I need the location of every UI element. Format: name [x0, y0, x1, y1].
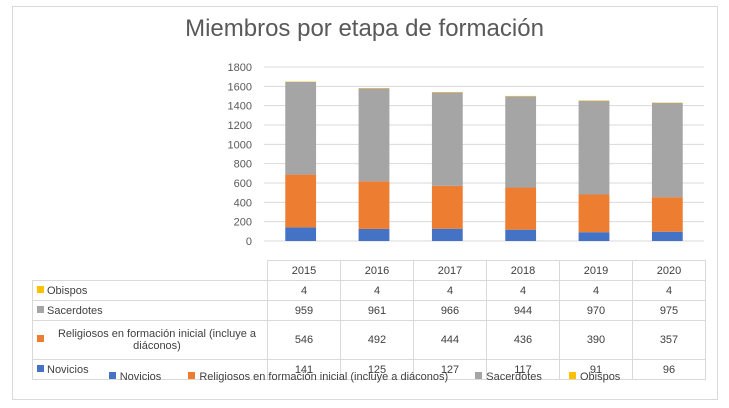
- bar-segment-religiosos: [505, 187, 537, 230]
- table-header-row: 2015 2016 2017 2018 2019 2020: [32, 260, 706, 281]
- table-cell: 4: [413, 280, 487, 301]
- bar-segment-novicios: [431, 228, 463, 241]
- legend-swatch: [188, 372, 196, 379]
- table-cell: 125: [340, 359, 414, 380]
- bar-segment-sacerdotes: [285, 81, 317, 175]
- table-label-text: Religiosos en formación inicial (incluye…: [57, 328, 257, 352]
- table-cell: 117: [486, 359, 560, 380]
- table-cell: 944: [486, 300, 560, 321]
- legend-label: Religiosos en formación inicial (incluye…: [199, 371, 449, 383]
- table-cell: 966: [413, 300, 487, 321]
- sacerdotes-swatch: [37, 305, 44, 313]
- table-row-label: Obispos: [32, 280, 268, 301]
- table-cell: 4: [486, 280, 560, 301]
- data-table: 2015 2016 2017 2018 2019 2020 Obispos 4 …: [32, 260, 706, 380]
- legend-label: Obispos: [579, 371, 621, 383]
- bar-segment-sacerdotes: [358, 88, 390, 182]
- table-cell: 91: [559, 359, 633, 380]
- table-row-sacerdotes: Sacerdotes 959 961 966 944 970 975: [32, 300, 706, 321]
- table-cell: 959: [267, 300, 341, 321]
- legend-label: Novicios: [119, 371, 162, 383]
- legend-label: Sacerdotes: [486, 371, 542, 383]
- table-label-text: Sacerdotes: [47, 304, 103, 317]
- legend-item-sacerdotes: Sacerdotes: [475, 371, 542, 383]
- legend: Novicios Religiosos en formación inicial…: [0, 371, 729, 383]
- bar-segment-religiosos: [285, 174, 317, 228]
- bar-segment-novicios: [578, 232, 610, 241]
- bar-segment-religiosos: [431, 185, 463, 229]
- obispos-swatch: [37, 285, 44, 293]
- table-cell: 546: [267, 320, 341, 360]
- bar-segment-religiosos: [358, 181, 390, 229]
- table-header-year: 2020: [632, 260, 706, 281]
- table-cell: 4: [267, 280, 341, 301]
- legend-item-novicios: Novicios: [108, 371, 162, 383]
- y-tick-label: 1600: [228, 81, 252, 93]
- table-cell: 444: [413, 320, 487, 360]
- table-label-text: Novicios: [47, 363, 89, 376]
- table-cell: 961: [340, 300, 414, 321]
- legend-item-religiosos: Religiosos en formación inicial (incluye…: [188, 371, 448, 383]
- bar-segment-novicios: [505, 229, 537, 241]
- y-tick-label: 1200: [228, 120, 252, 132]
- bar-segment-religiosos: [578, 194, 610, 233]
- chart-title: Miembros por etapa de formación: [185, 15, 544, 42]
- bar-segment-novicios: [651, 231, 683, 241]
- table-cell: 4: [632, 280, 706, 301]
- bar-segment-sacerdotes: [578, 100, 610, 195]
- y-tick-label: 400: [234, 197, 252, 209]
- bar-segment-novicios: [285, 227, 317, 241]
- table-cell: 436: [486, 320, 560, 360]
- y-tick-label: 200: [234, 217, 252, 229]
- table-row-religiosos: Religiosos en formación inicial (incluye…: [32, 320, 706, 360]
- y-tick-label: 1400: [228, 101, 252, 113]
- bar-segment-novicios: [358, 228, 390, 241]
- table-cell: 492: [340, 320, 414, 360]
- legend-swatch: [568, 372, 576, 379]
- bar-segment-religiosos: [651, 197, 683, 232]
- table-row-label: Religiosos en formación inicial (incluye…: [32, 320, 268, 360]
- table-cell: 970: [559, 300, 633, 321]
- y-tick-label: 800: [234, 159, 252, 171]
- table-row-obispos: Obispos 4 4 4 4 4 4: [32, 280, 706, 301]
- table-cell: 357: [632, 320, 706, 360]
- table-row-label: Novicios: [32, 359, 268, 380]
- religiosos-swatch: [37, 334, 44, 342]
- bar-segment-sacerdotes: [431, 92, 463, 186]
- table-cell: 975: [632, 300, 706, 321]
- plot-area: 0 200 400 600 800 1000 1200 1400 1600 1800: [228, 62, 704, 248]
- y-tick-label: 600: [234, 178, 252, 190]
- table-cell: 4: [340, 280, 414, 301]
- legend-item-obispos: Obispos: [568, 371, 621, 383]
- table-cell: 4: [559, 280, 633, 301]
- table-cell: 96: [632, 359, 706, 380]
- bar-segment-sacerdotes: [651, 102, 683, 198]
- novicios-swatch: [37, 364, 44, 372]
- table-header-year: 2017: [413, 260, 487, 281]
- legend-swatch: [475, 372, 483, 379]
- table-header-year: 2019: [559, 260, 633, 281]
- table-corner: [32, 260, 268, 281]
- y-tick-label: 1000: [228, 139, 252, 151]
- table-row-label: Sacerdotes: [32, 300, 268, 321]
- table-header-year: 2015: [267, 260, 341, 281]
- y-tick-label: 1800: [228, 62, 252, 74]
- table-cell: 390: [559, 320, 633, 360]
- legend-swatch: [108, 372, 116, 379]
- y-tick-label: 0: [246, 236, 252, 248]
- table-label-text: Obispos: [47, 284, 88, 297]
- table-header-year: 2018: [486, 260, 560, 281]
- table-header-year: 2016: [340, 260, 414, 281]
- table-row-novicios: Novicios 141 125 127 117 91 96: [32, 359, 706, 380]
- bar-segment-sacerdotes: [505, 96, 537, 188]
